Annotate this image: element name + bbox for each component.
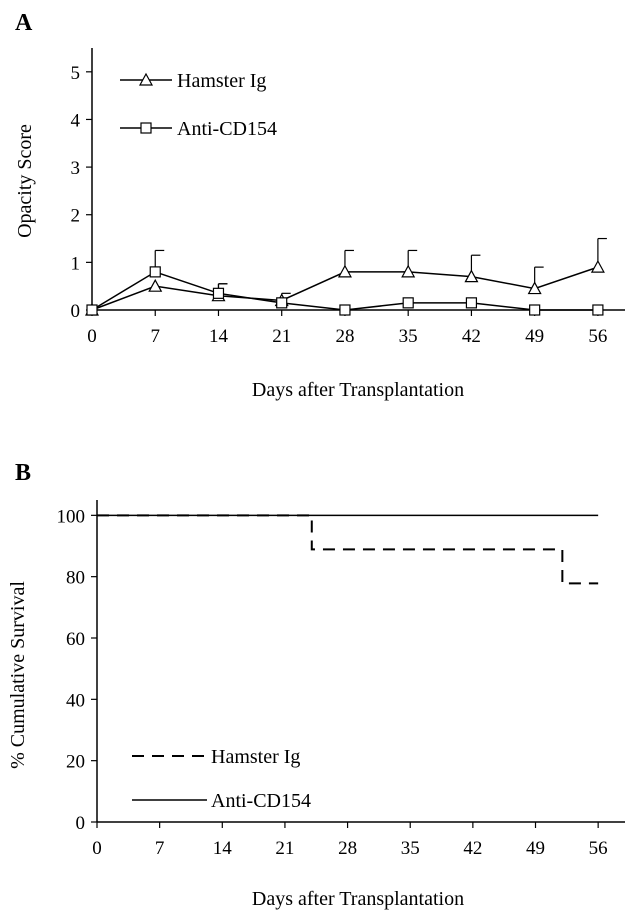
- legend-marker-square: [140, 122, 152, 134]
- data-point-anti-cd154: [529, 304, 541, 316]
- y-tick-label: 40: [66, 690, 85, 711]
- panel-b-label: B: [15, 460, 31, 486]
- x-tick-label: 35: [401, 838, 420, 859]
- panel-b-series: [97, 514, 599, 585]
- panel-a-x-ticks: 0 7 14 21 28 35 42 49 56: [87, 310, 607, 347]
- x-tick-label: 49: [525, 326, 544, 347]
- data-point-anti-cd154: [465, 297, 478, 309]
- panel-b-y-axis-label: % Cumulative Survival: [7, 581, 29, 769]
- panel-b-axes: [96, 500, 625, 823]
- x-tick-label: 28: [335, 326, 354, 347]
- data-point-hamster-ig: [464, 269, 479, 283]
- x-tick-label: 42: [462, 326, 481, 347]
- x-tick-label: 21: [272, 326, 291, 347]
- x-tick-label: 49: [526, 838, 545, 859]
- x-tick-label: 35: [399, 326, 418, 347]
- panel-b: B 0 20 40 60 80 100 0 7 14 21 28 35 42 49 56 % Cumula…: [7, 460, 625, 910]
- legend-label-anti-cd154: Anti-CD154: [177, 118, 277, 140]
- legend-marker-triangle: [138, 72, 154, 86]
- y-tick-label: 5: [71, 63, 81, 84]
- panel-a-legend: Hamster Ig Anti-CD154: [120, 70, 277, 140]
- y-tick-label: 80: [66, 568, 85, 589]
- data-point-anti-cd154: [402, 297, 414, 309]
- legend-label-hamster-ig-b: Hamster Ig: [211, 746, 300, 768]
- x-tick-label: 14: [209, 326, 229, 347]
- data-point-anti-cd154: [592, 304, 604, 316]
- y-tick-label: 60: [66, 629, 85, 650]
- panel-a-series: [84, 237, 607, 316]
- panel-b-legend: Hamster Ig Anti-CD154: [132, 746, 311, 812]
- x-tick-label: 0: [87, 326, 97, 347]
- panel-a-y-axis-label: Opacity Score: [14, 124, 36, 238]
- data-point-anti-cd154: [339, 304, 351, 316]
- panel-a-label: A: [15, 10, 33, 36]
- panel-b-x-ticks: 0 7 14 21 28 35 42 49 56: [92, 822, 608, 859]
- panel-a-x-axis-label: Days after Transplantation: [252, 379, 464, 401]
- data-point-anti-cd154: [149, 266, 161, 278]
- data-point-hamster-ig: [590, 259, 605, 273]
- data-point-anti-cd154: [86, 304, 98, 316]
- y-tick-label: 100: [57, 506, 86, 527]
- data-point-anti-cd154: [276, 297, 288, 309]
- x-tick-label: 56: [589, 838, 608, 859]
- panel-b-x-axis-label: Days after Transplantation: [252, 888, 464, 910]
- panel-b-y-ticks: 0 20 40 60 80 100: [57, 506, 97, 834]
- data-point-hamster-ig: [527, 281, 542, 295]
- data-point-hamster-ig: [401, 264, 416, 278]
- y-tick-label: 20: [66, 752, 85, 773]
- panel-a-axes: [91, 48, 625, 311]
- panel-a-y-ticks: 0 1 2 3 4 5: [71, 63, 92, 322]
- series-line-anti-cd154: [91, 271, 598, 311]
- data-point-hamster-ig: [148, 278, 163, 292]
- data-point-hamster-ig: [337, 264, 352, 278]
- legend-label-anti-cd154-b: Anti-CD154: [211, 790, 311, 812]
- x-tick-label: 14: [213, 838, 233, 859]
- y-tick-label: 3: [71, 158, 81, 179]
- x-tick-label: 7: [150, 326, 160, 347]
- y-tick-label: 0: [76, 813, 86, 834]
- data-point-anti-cd154: [212, 287, 225, 299]
- x-tick-label: 28: [338, 838, 357, 859]
- x-tick-label: 0: [92, 838, 102, 859]
- x-tick-label: 21: [275, 838, 294, 859]
- legend-label-hamster-ig: Hamster Ig: [177, 70, 266, 92]
- y-tick-label: 4: [71, 110, 81, 131]
- y-tick-label: 1: [71, 253, 81, 274]
- x-tick-label: 56: [588, 326, 607, 347]
- x-tick-label: 42: [463, 838, 482, 859]
- x-tick-label: 7: [155, 838, 165, 859]
- y-tick-label: 2: [71, 206, 81, 227]
- series-line-hamster-ig: [97, 514, 599, 585]
- y-tick-label: 0: [71, 301, 81, 322]
